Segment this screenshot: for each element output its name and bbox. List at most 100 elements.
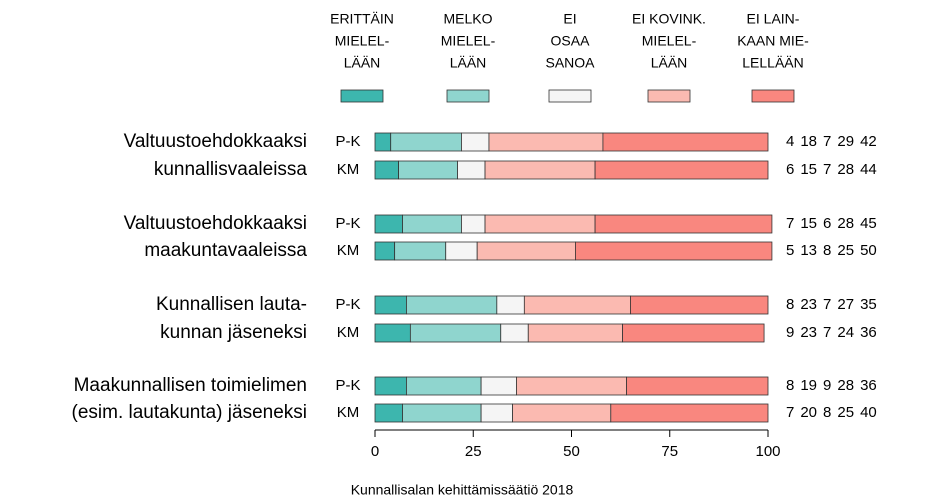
value-labels: 4 18 7 29 42 [786, 133, 877, 150]
value-label: 27 [837, 296, 854, 313]
bar-segment [406, 376, 482, 396]
value-label: 9 [786, 324, 794, 341]
bar-segment [575, 241, 773, 261]
bar-segment [630, 295, 769, 315]
bar-segment [461, 132, 490, 152]
value-label: 23 [800, 324, 817, 341]
value-label: 40 [860, 404, 877, 421]
value-labels: 8 19 9 28 36 [786, 377, 877, 394]
value-labels: 9 23 7 24 36 [786, 324, 877, 341]
legend-label: LELLÄÄN [742, 55, 803, 71]
bar-segment [488, 132, 604, 152]
bar-segment [402, 403, 482, 423]
value-label: 18 [800, 133, 817, 150]
bar-segment [512, 403, 612, 423]
group-label: Kunnallisen lauta- [156, 294, 307, 315]
x-tick-label: 50 [563, 443, 580, 460]
value-label: 7 [786, 215, 794, 232]
group-label: kunnallisvaaleissa [154, 159, 308, 180]
group-label: maakuntavaaleissa [144, 240, 307, 261]
group-label: Valtuustoehdokkaaksi [124, 213, 307, 234]
value-label: 13 [800, 242, 817, 259]
group-label: kunnan jäseneksi [160, 322, 307, 343]
row-label: KM [337, 324, 360, 341]
value-labels: 7 15 6 28 45 [786, 215, 877, 232]
value-label: 35 [860, 296, 877, 313]
value-labels: 5 13 8 25 50 [786, 242, 877, 259]
bar-segment [480, 403, 513, 423]
value-labels: 7 20 8 25 40 [786, 404, 877, 421]
bar-segment [409, 323, 502, 343]
value-label: 45 [860, 215, 877, 232]
bar-segment [457, 160, 486, 180]
value-label: 7 [823, 324, 831, 341]
source: Kunnallisalan kehittämissäätiö 2018 [351, 482, 574, 498]
legend-label: OSAA [551, 33, 591, 49]
row-label: KM [337, 404, 360, 421]
row-label: P-K [335, 133, 360, 150]
bar-segment [523, 295, 631, 315]
bar-segment [461, 214, 486, 234]
value-label: 23 [800, 296, 817, 313]
row-label: P-K [335, 296, 360, 313]
bar-segment [480, 376, 517, 396]
value-label: 8 [786, 377, 794, 394]
value-label: 7 [786, 404, 794, 421]
bar-segment [445, 241, 478, 261]
legend-label: LÄÄN [450, 55, 487, 71]
bar-segment [626, 376, 769, 396]
bar-segment [374, 376, 407, 396]
value-label: 19 [800, 377, 817, 394]
bar-segment [527, 323, 623, 343]
legend-swatch [548, 89, 592, 103]
group-label: Maakunnallisen toimielimen [74, 375, 307, 396]
bar-segment [394, 241, 447, 261]
value-label: 8 [823, 242, 831, 259]
bar-segment [484, 160, 596, 180]
bar-segment [374, 295, 407, 315]
bar-segment [476, 241, 576, 261]
group-label: Valtuustoehdokkaaksi [124, 131, 307, 152]
value-label: 50 [860, 242, 877, 259]
bar-segment [374, 160, 399, 180]
legend-label: SANOA [545, 55, 595, 71]
value-label: 4 [786, 133, 794, 150]
x-tick-label: 0 [371, 443, 379, 460]
bar-segment [374, 403, 403, 423]
legend-label: KAAN MIE- [737, 33, 809, 49]
value-label: 15 [800, 161, 817, 178]
value-label: 25 [837, 242, 854, 259]
bar-segment [484, 214, 596, 234]
legend-label: EI LAIN- [747, 11, 800, 27]
legend-swatch [751, 89, 795, 103]
bar-segment [610, 403, 769, 423]
bar-segment [402, 214, 462, 234]
value-labels: 8 23 7 27 35 [786, 296, 877, 313]
value-label: 8 [823, 404, 831, 421]
bar-segment [496, 295, 525, 315]
bar-segment [374, 132, 392, 152]
legend-swatch [647, 89, 691, 103]
bar-segment [406, 295, 498, 315]
bar-segment [594, 214, 773, 234]
legend-label: EI [563, 11, 576, 27]
group-label: (esim. lautakunta) jäseneksi [72, 402, 308, 423]
row-label: P-K [335, 215, 360, 232]
bar-segment [374, 323, 411, 343]
bar-segment [374, 241, 396, 261]
value-label: 28 [837, 377, 854, 394]
value-label: 20 [800, 404, 817, 421]
value-label: 28 [837, 215, 854, 232]
legend-label: LÄÄN [344, 55, 381, 71]
bar-segment [594, 160, 769, 180]
value-label: 42 [860, 133, 877, 150]
legend-label: LÄÄN [651, 55, 688, 71]
value-label: 8 [786, 296, 794, 313]
legend-label: MIELEL- [335, 33, 390, 49]
value-label: 7 [823, 133, 831, 150]
value-label: 24 [837, 324, 854, 341]
row-label: KM [337, 161, 360, 178]
bar-segment [374, 214, 403, 234]
bar-segment [398, 160, 458, 180]
